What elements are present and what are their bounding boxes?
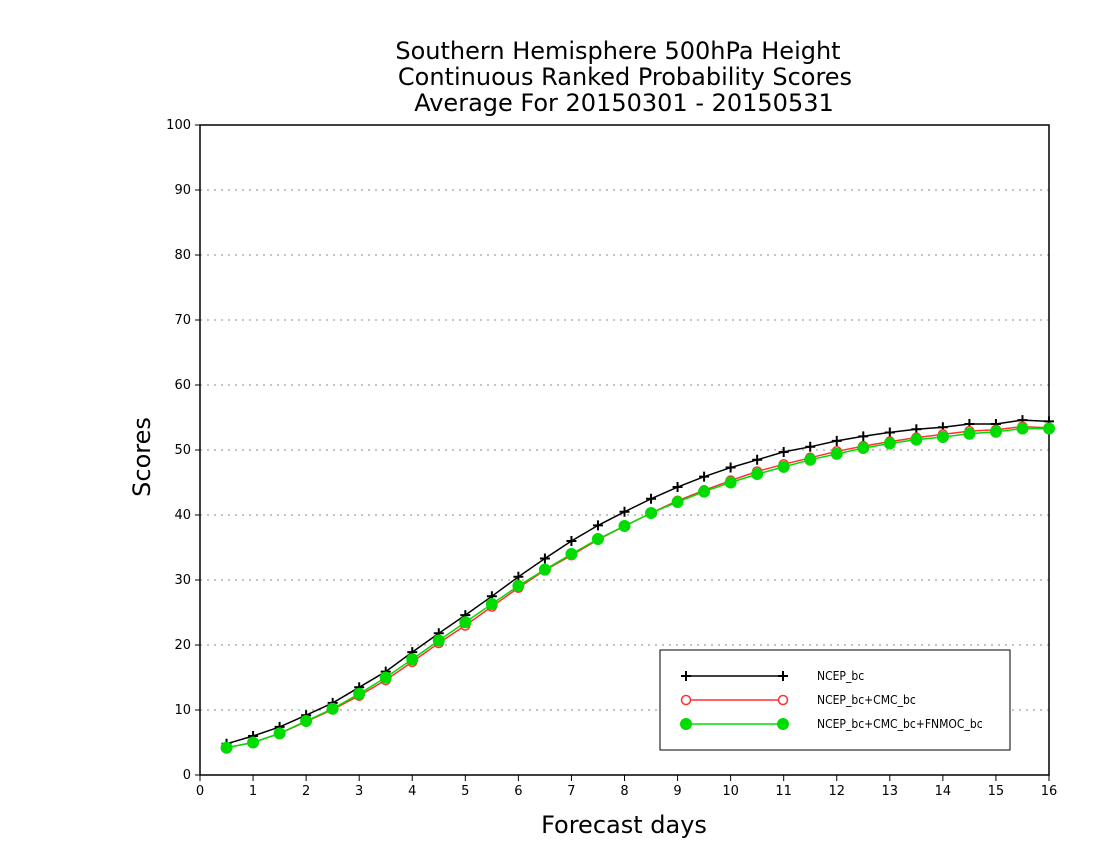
x-tick-label: 10 [722,784,739,799]
series-1-point [646,493,657,504]
y-tick-label: 80 [174,248,191,263]
legend-label: NCEP_bc [817,669,864,683]
series-1-point [858,431,869,442]
series-3-point [936,431,949,443]
series-3-point [1043,422,1055,435]
series-3-point [300,715,313,728]
series-3-point [326,702,339,715]
y-tick-label: 10 [174,703,191,718]
gridlines [200,189,1049,711]
series-3-point [591,533,604,546]
x-tick-label: 15 [988,784,1005,799]
series-3-point [671,496,684,508]
series-3-point [910,433,923,446]
series-3-point [857,442,870,455]
series-3-point [883,437,896,450]
legend-marker [777,694,789,706]
x-tick-label: 13 [882,784,899,799]
series-3-point [220,741,233,754]
y-tick-label: 40 [174,508,191,523]
y-tick-label: 50 [174,443,191,458]
series-1-point [778,446,789,457]
series-3-point [565,548,578,560]
series-3-point [989,425,1002,438]
series-3-point [512,579,525,592]
legend-marker [680,718,692,730]
series-1-point [592,520,603,531]
series-3-point [485,598,498,611]
x-tick-label: 11 [775,784,792,799]
series-1-point [752,454,763,465]
series-3-point [459,616,472,629]
y-axis-label: Scores [128,417,156,497]
series-1-point [805,441,816,452]
series-3-point [777,460,790,473]
series-3-point [645,507,658,520]
x-tick-label: 7 [567,784,575,799]
series-3-point [247,736,260,749]
legend-label: NCEP_bc+CMC_bc [817,693,916,707]
series-1-point [539,553,550,564]
series-1-point [831,435,842,446]
series-3-point [1016,422,1029,435]
x-tick-label: 1 [249,784,257,799]
y-tick-label: 30 [174,573,191,588]
series-3-point [432,634,445,647]
legend-items: NCEP_bc NCEP_bc+CMC_bc NCEP_bc+CMC_bc+FNMO… [680,669,983,731]
series-1-point [725,462,736,473]
x-axis-label: Forecast days [541,811,707,839]
series-3-point [963,427,976,440]
series-1-point [619,506,630,517]
series-3-point [406,653,419,666]
series-3-point [538,563,551,576]
x-tick-label: 3 [355,784,363,799]
series-3-point [724,476,737,489]
x-tick-label: 14 [935,784,952,799]
series-3 [220,422,1055,754]
x-tick-label: 6 [514,784,522,799]
y-tick-label: 90 [174,183,191,198]
chart-title-line-2: Continuous Ranked Probability Scores [398,63,852,91]
series-3-point [618,520,631,533]
legend: NCEP_bc NCEP_bc+CMC_bc NCEP_bc+CMC_bc+FNMO… [659,649,1011,751]
series-3-point [273,727,286,740]
series-layer [220,415,1055,754]
x-tick-label: 16 [1041,784,1058,799]
x-tick-label: 5 [461,784,469,799]
series-3-point [830,447,843,460]
x-tick-label: 8 [620,784,628,799]
y-tick-label: 0 [183,768,191,783]
plot-area-frame [199,124,1050,776]
x-tick-label: 2 [302,784,310,799]
x-tick-label: 12 [828,784,845,799]
y-tick-label: 20 [174,638,191,653]
series-3-point [379,671,392,684]
legend-marker [778,671,788,681]
series-3-point [804,453,817,466]
legend-marker [777,718,789,730]
series-1-point [884,427,895,438]
chart-title-line-3: Average For 20150301 - 20150531 [414,89,834,117]
y-tick-label: 70 [174,313,191,328]
series-3-point [698,485,711,498]
legend-label: NCEP_bc+CMC_bc+FNMOC_bc [817,717,983,731]
series-1-point [566,536,577,546]
x-tick-label: 9 [673,784,681,799]
series-3-point [751,468,764,481]
legend-marker [681,671,691,681]
chart-title-line-1: Southern Hemisphere 500hPa Height [395,37,840,65]
x-tick-label: 4 [408,784,416,799]
series-1 [221,415,1054,749]
y-tick-label: 100 [166,118,191,133]
series-1-point [672,482,683,493]
legend-marker [680,694,692,706]
y-tick-label: 60 [174,378,191,393]
x-tick-label: 0 [196,784,204,799]
series-1-point [699,471,710,482]
series-3-point [353,687,366,700]
